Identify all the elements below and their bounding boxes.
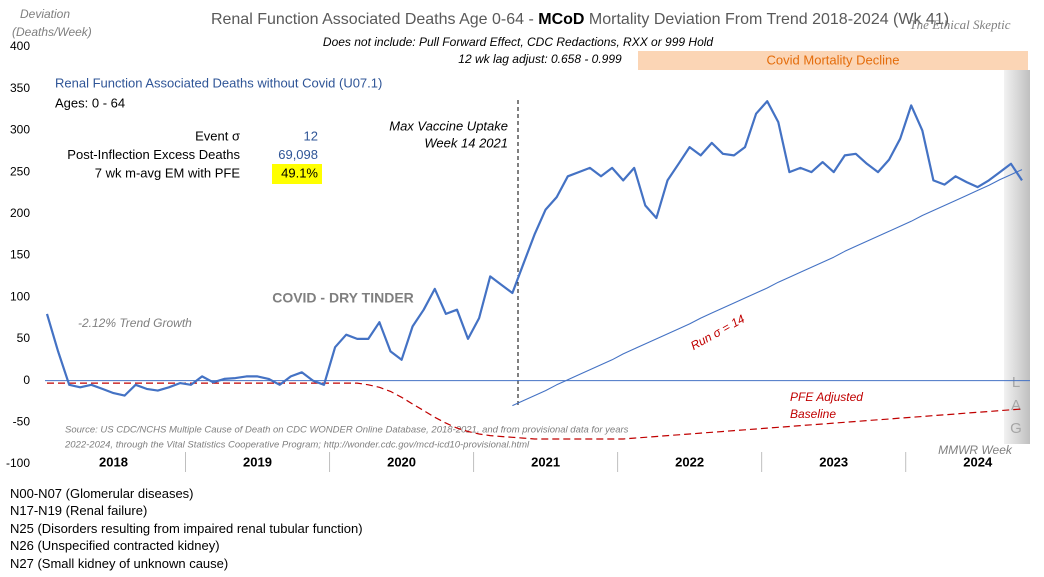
footnote: N17-N19 (Renal failure) xyxy=(10,503,148,519)
footnote: N00-N07 (Glomerular diseases) xyxy=(10,486,194,501)
footnote: N25 (Disorders resulting from impaired r… xyxy=(10,520,363,536)
y-tick-label: 150 xyxy=(10,248,30,262)
lag-letter: G xyxy=(1010,420,1022,437)
series-line xyxy=(45,100,1023,397)
y-tick-label: -50 xyxy=(13,414,31,428)
footnote: N27 (Small kidney of unknown cause) xyxy=(10,555,229,571)
x-tick-label: 2019 xyxy=(243,454,272,469)
chart-title: Renal Function Associated Deaths Age 0-6… xyxy=(211,11,949,28)
x-tick-label: 2018 xyxy=(99,454,128,469)
subtitle: 12 wk lag adjust: 0.658 - 0.999 xyxy=(458,52,622,66)
tinder-note: COVID - DRY TINDER xyxy=(272,290,414,306)
decline-label: Covid Mortality Decline xyxy=(767,52,900,67)
y-tick-label: 100 xyxy=(10,289,30,303)
y-tick-label: 200 xyxy=(10,206,30,220)
lag-letter: A xyxy=(1011,397,1021,414)
stat-label: Post-Inflection Excess Deaths xyxy=(67,147,240,162)
decline-band xyxy=(638,51,1028,70)
lag-letter: L xyxy=(1012,374,1020,391)
title-part: MCoD xyxy=(538,11,584,28)
y-axis-title: (Deaths/Week) xyxy=(12,25,92,39)
trend-note: -2.12% Trend Growth xyxy=(78,316,192,330)
subtitle: Does not include: Pull Forward Effect, C… xyxy=(323,35,714,49)
highlight xyxy=(272,164,322,184)
stat-value: 69,098 xyxy=(278,147,318,162)
source-note: 2022-2024, through the Vital Statistics … xyxy=(64,440,530,451)
y-tick-label: 250 xyxy=(10,164,30,178)
ages-label: Ages: 0 - 64 xyxy=(55,95,125,110)
chart: Covid Mortality Decline L A G Renal Func… xyxy=(6,7,1030,472)
y-tick-label: 350 xyxy=(10,81,30,95)
stat-value: 49.1% xyxy=(281,165,318,180)
reference-line xyxy=(512,169,1023,407)
vaccine-note: Max Vaccine Uptake xyxy=(389,118,508,133)
y-tick-label: 50 xyxy=(17,331,31,345)
x-tick-label: 2023 xyxy=(819,454,848,469)
y-tick-label: 0 xyxy=(23,373,30,387)
x-tick-label: 2021 xyxy=(531,454,560,469)
x-tick-label: 2020 xyxy=(387,454,416,469)
stat-value: 12 xyxy=(304,128,318,143)
title-part: Renal Function Associated Deaths Age 0-6… xyxy=(211,11,538,28)
legend-label: Renal Function Associated Deaths without… xyxy=(55,75,382,90)
footnote: N26 (Unspecified contracted kidney) xyxy=(10,538,220,554)
pfe-note: Baseline xyxy=(790,407,836,421)
x-tick-label: 2022 xyxy=(675,454,704,469)
stat-label: Event σ xyxy=(195,128,240,143)
reference-line xyxy=(47,382,1023,440)
pfe-note: PFE Adjusted xyxy=(790,390,863,404)
x-tick-label: 2024 xyxy=(963,454,993,469)
stat-label: 7 wk m-avg EM with PFE xyxy=(95,165,241,180)
y-axis-title: Deviation xyxy=(20,7,70,21)
x-axis-title: MMWR Week xyxy=(938,443,1013,457)
source-note: Source: US CDC/NCHS Multiple Cause of De… xyxy=(65,425,629,436)
y-tick-label: 400 xyxy=(10,39,30,53)
lag-band xyxy=(1004,70,1030,444)
brand: The Ethical Skeptic xyxy=(909,17,1010,32)
y-tick-label: 300 xyxy=(10,123,30,137)
run-note: Run σ = 14 xyxy=(688,312,747,353)
vaccine-note: Week 14 2021 xyxy=(424,135,508,150)
title-part: Mortality Deviation From Trend 2018-2024… xyxy=(584,11,949,28)
y-tick-label: -100 xyxy=(6,456,30,470)
